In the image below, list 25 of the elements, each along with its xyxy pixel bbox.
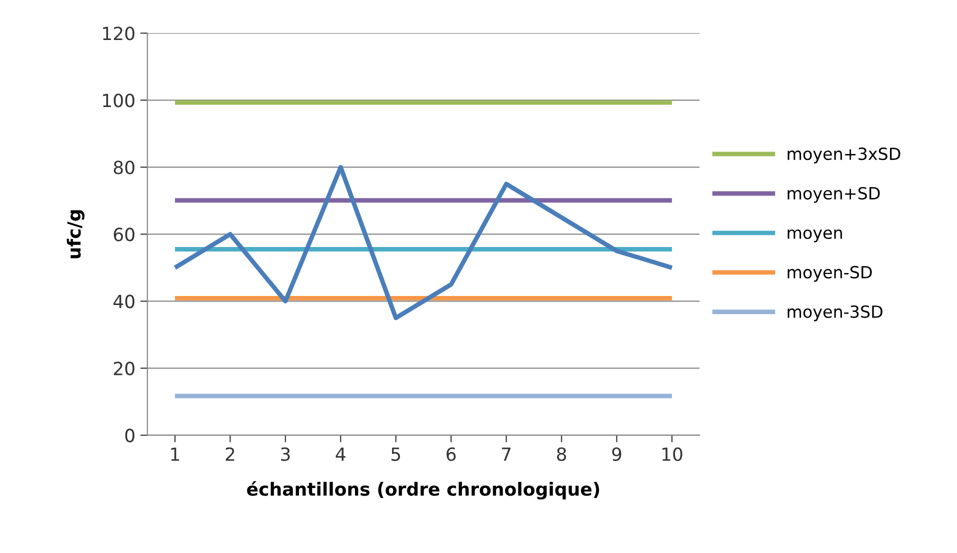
- legend-label: moyen: [788, 229, 842, 242]
- x-tick-label: 4: [336, 448, 346, 461]
- x-tick-label: 5: [392, 448, 400, 461]
- legend-label: moyen-3SD: [788, 305, 882, 322]
- y-tick-label: 40: [113, 294, 134, 308]
- legend-label: moyen-SD: [788, 266, 872, 282]
- x-axis-title: échantillons (ordre chronologique): [247, 481, 600, 500]
- x-tick-label: 8: [557, 447, 566, 461]
- legend-label: moyen+SD: [788, 186, 880, 203]
- y-tick-label: 60: [114, 228, 134, 242]
- y-tick-label: 0: [125, 428, 134, 442]
- legend-label: moyen+3xSD: [788, 148, 900, 164]
- x-tick-label: 6: [446, 447, 456, 461]
- y-tick-label: 100: [103, 94, 134, 108]
- y-tick-label: 120: [103, 26, 134, 40]
- x-tick-label: 9: [612, 447, 622, 461]
- y-tick-label: 80: [114, 160, 134, 174]
- y-tick-label: 20: [114, 362, 134, 376]
- line-series: [172, 164, 674, 320]
- y-axis-title: ufc/g: [66, 210, 84, 258]
- x-tick-label: 10: [662, 447, 682, 461]
- x-tick-label: 3: [281, 447, 290, 461]
- x-tick-label: 1: [171, 448, 180, 461]
- x-tick-label: 7: [502, 448, 510, 461]
- x-tick-label: 2: [226, 447, 234, 461]
